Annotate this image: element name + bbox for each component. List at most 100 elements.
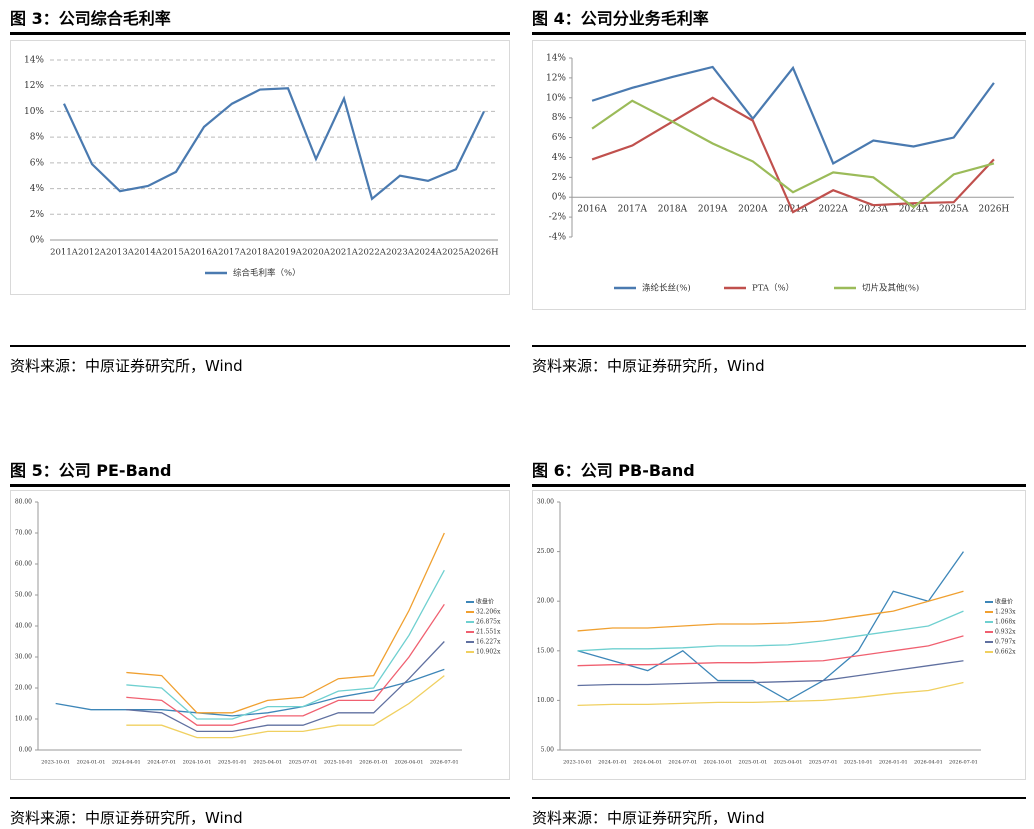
series-line: [591, 99, 995, 209]
x-tick-label: 2025-10-01: [844, 760, 873, 766]
legend-label: 综合毛利率（%）: [233, 268, 301, 279]
figure-title: 图 5：公司 PE-Band: [10, 457, 510, 487]
y-tick-label: 50.00: [15, 592, 32, 599]
y-tick-label: 4%: [30, 184, 45, 194]
x-tick-label: 2024A: [414, 248, 443, 258]
x-tick-label: 2021A: [330, 248, 359, 258]
x-tick-label: 2014A: [134, 248, 163, 258]
series-line: [126, 569, 445, 720]
series-line: [55, 668, 445, 717]
series-line: [126, 675, 445, 739]
x-tick-label: 2026-04-01: [395, 760, 424, 766]
series-line: [63, 87, 485, 201]
x-tick-label: 2024-04-01: [112, 760, 141, 766]
y-tick-label: 8%: [30, 133, 45, 143]
y-tick-label: 15.00: [537, 647, 554, 654]
x-tick-label: 2015A: [162, 248, 191, 258]
chart-border: [532, 490, 1026, 780]
figure-title: 图 6：公司 PB-Band: [532, 457, 1026, 487]
x-tick-label: 2026-07-01: [949, 760, 978, 766]
y-tick-label: 30.00: [537, 499, 554, 506]
x-tick-label: 2025A: [939, 205, 969, 215]
series-line: [577, 681, 964, 707]
series-line: [126, 603, 445, 726]
x-tick-label: 2016A: [190, 248, 219, 258]
y-tick-label: 70.00: [15, 530, 32, 537]
x-tick-label: 2020A: [302, 248, 331, 258]
y-tick-label: 60.00: [15, 561, 32, 568]
x-tick-label: 2023A: [386, 248, 415, 258]
x-tick-label: 2025-01-01: [218, 760, 247, 766]
x-tick-label: 2026-01-01: [359, 760, 388, 766]
x-tick-label: 2025-04-01: [253, 760, 282, 766]
chart: 0.00 10.00 20.00 30.00 40.00 50.00 60.00 70.00 8…: [10, 490, 510, 780]
chart-border: [10, 490, 510, 780]
legend-label: 0.932x: [995, 629, 1016, 636]
x-tick-label: 2025-01-01: [739, 760, 768, 766]
x-tick-label: 2024A: [899, 205, 929, 215]
x-tick-label: 2025-10-01: [324, 760, 353, 766]
x-tick-label: 2025-07-01: [289, 760, 318, 766]
x-tick-label: 2026-04-01: [914, 760, 943, 766]
series-line: [577, 610, 964, 652]
x-tick-label: 2013A: [106, 248, 135, 258]
x-tick-label: 2024-07-01: [147, 760, 176, 766]
legend-label: 1.293x: [995, 609, 1016, 616]
x-tick-label: 2023-10-01: [563, 760, 592, 766]
x-tick-label: 2012A: [78, 248, 107, 258]
y-tick-label: 12%: [546, 73, 566, 83]
y-tick-label: 10.00: [537, 697, 554, 704]
x-tick-label: 2020A: [738, 205, 768, 215]
x-tick-label: 2017A: [618, 205, 648, 215]
legend-label: 21.551x: [476, 629, 501, 636]
x-tick-label: 2011A: [50, 248, 79, 258]
x-tick-label: 2024-04-01: [633, 760, 662, 766]
x-tick-label: 2024-10-01: [703, 760, 732, 766]
chart: 0%2%4%6%8%10%12%14%2011A 2012A 2013A 2014A 2…: [10, 40, 510, 295]
x-tick-label: 2018A: [246, 248, 275, 258]
x-tick-label: 2025-04-01: [774, 760, 803, 766]
y-tick-label: 10%: [546, 93, 566, 103]
legend-label: 收盘价: [995, 598, 1013, 606]
y-tick-label: 4%: [552, 153, 567, 163]
x-tick-label: 2026H: [469, 248, 498, 258]
legend-label: PTA（%）: [752, 283, 794, 294]
y-tick-label: 8%: [552, 113, 567, 123]
x-tick-label: 2023A: [859, 205, 889, 215]
y-tick-label: -2%: [549, 213, 567, 223]
series-line: [591, 65, 995, 165]
x-tick-label: 2018A: [658, 205, 688, 215]
y-tick-label: 25.00: [537, 548, 554, 555]
legend-label: 0.662x: [995, 649, 1016, 656]
x-tick-label: 2025-07-01: [809, 760, 838, 766]
x-tick-label: 2024-01-01: [77, 760, 106, 766]
y-tick-label: 20.00: [15, 685, 32, 692]
y-tick-label: 2%: [552, 173, 567, 183]
x-tick-label: 2026-01-01: [879, 760, 908, 766]
figure-title: 图 4：公司分业务毛利率: [532, 5, 1026, 35]
figure-title: 图 3：公司综合毛利率: [10, 5, 510, 35]
series-line: [577, 635, 964, 667]
series-line: [577, 660, 964, 687]
legend-label: 切片及其他(%): [862, 283, 919, 294]
legend-label: 收盘价: [476, 598, 494, 606]
chart: 5.00 10.00 15.00 20.00 25.00 30.00 2023-10-01 2…: [532, 490, 1026, 780]
x-tick-label: 2024-01-01: [598, 760, 627, 766]
y-tick-label: 0.00: [19, 747, 33, 754]
legend-label: 26.875x: [476, 619, 501, 626]
x-tick-label: 2017A: [218, 248, 247, 258]
legend-label: 涤纶长丝(%): [642, 283, 691, 294]
x-tick-label: 2024-10-01: [183, 760, 212, 766]
chart-border: [532, 40, 1026, 310]
y-tick-label: 0%: [30, 236, 45, 246]
legend-label: 10.902x: [476, 649, 501, 656]
legend-label: 32.206x: [476, 609, 501, 616]
x-tick-label: 2019A: [274, 248, 303, 258]
series-line: [126, 641, 445, 733]
y-tick-label: 40.00: [15, 623, 32, 630]
y-tick-label: 0%: [552, 193, 567, 203]
series-line: [577, 551, 964, 702]
y-tick-label: 6%: [30, 158, 45, 168]
x-tick-label: 2016A: [577, 205, 607, 215]
